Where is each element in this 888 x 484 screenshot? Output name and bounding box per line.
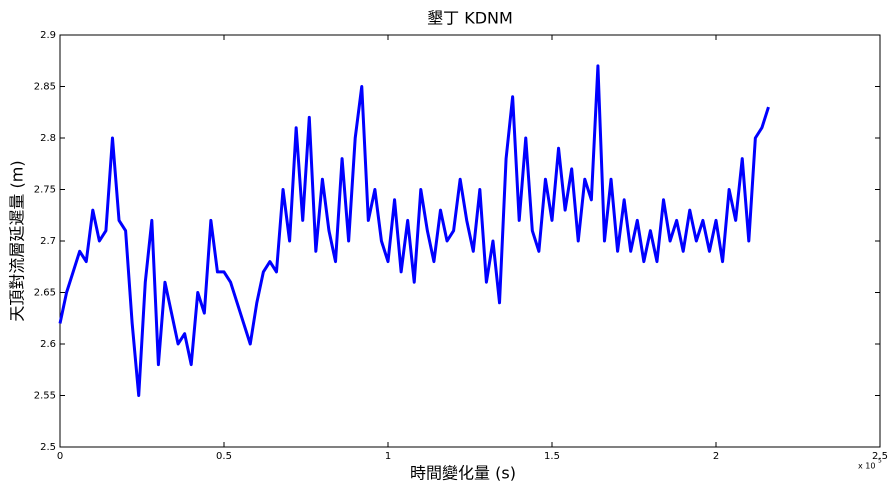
x-scale-exponent: 5 <box>878 458 882 465</box>
y-tick-label: 2.6 <box>40 339 56 350</box>
x-tick-label: 0 <box>57 451 63 462</box>
y-tick-label: 2.7 <box>40 236 56 247</box>
y-tick-label: 2.9 <box>40 30 56 41</box>
y-tick-label: 2.75 <box>34 185 56 196</box>
y-tick-label: 2.65 <box>34 288 56 299</box>
x-tick-label: 1.5 <box>544 451 560 462</box>
x-scale-label: x 10 <box>858 462 875 471</box>
chart-title: 墾丁 KDNM <box>427 9 513 28</box>
x-tick-label: 2.5 <box>872 451 888 462</box>
x-tick-label: 2 <box>713 451 719 462</box>
y-tick-label: 2.85 <box>34 82 56 93</box>
data-line <box>58 64 770 397</box>
x-tick-label: 0.5 <box>216 451 232 462</box>
y-tick-label: 2.55 <box>34 391 56 402</box>
y-axis-label: 天頂對流層延遲量 (m) <box>8 160 27 321</box>
x-axis-label: 時間變化量 (s) <box>410 464 516 483</box>
y-tick-label: 2.8 <box>40 133 56 144</box>
x-tick-label: 1 <box>385 451 391 462</box>
y-tick-label: 2.5 <box>40 442 56 453</box>
